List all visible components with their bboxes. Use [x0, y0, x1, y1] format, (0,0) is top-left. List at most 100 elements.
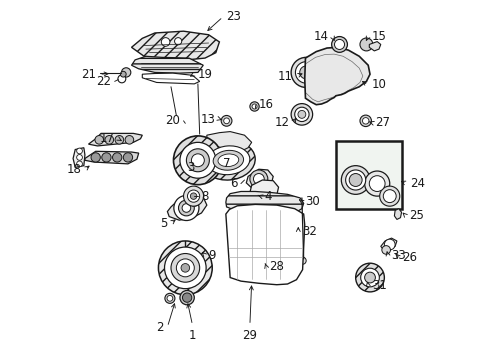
Circle shape: [379, 186, 399, 206]
Text: 31: 31: [371, 279, 386, 292]
Polygon shape: [88, 134, 142, 146]
Polygon shape: [131, 56, 203, 73]
Circle shape: [348, 174, 362, 186]
Circle shape: [331, 37, 346, 52]
Text: 30: 30: [305, 195, 320, 208]
Text: 22: 22: [96, 75, 111, 88]
Polygon shape: [206, 132, 251, 151]
Circle shape: [368, 176, 384, 192]
Text: 1: 1: [188, 329, 196, 342]
Circle shape: [164, 293, 175, 303]
Text: 21: 21: [81, 68, 96, 81]
Circle shape: [77, 154, 82, 160]
Circle shape: [360, 268, 379, 287]
FancyBboxPatch shape: [335, 141, 402, 210]
Circle shape: [120, 71, 126, 77]
Circle shape: [253, 174, 264, 184]
Text: 20: 20: [165, 114, 180, 127]
Circle shape: [178, 200, 194, 216]
Circle shape: [362, 118, 368, 124]
Polygon shape: [368, 41, 380, 51]
Text: 3: 3: [186, 161, 194, 174]
Circle shape: [249, 170, 267, 188]
Circle shape: [334, 40, 344, 49]
Circle shape: [105, 135, 113, 144]
Polygon shape: [246, 169, 273, 189]
Circle shape: [191, 154, 204, 167]
Polygon shape: [142, 73, 199, 84]
Circle shape: [183, 186, 203, 206]
Text: 15: 15: [371, 30, 386, 43]
Text: 4: 4: [264, 190, 271, 203]
Text: 24: 24: [409, 177, 424, 190]
Text: 19: 19: [198, 68, 212, 81]
Text: 33: 33: [391, 249, 406, 262]
Circle shape: [186, 149, 209, 172]
Circle shape: [123, 153, 132, 162]
Circle shape: [383, 190, 395, 203]
Circle shape: [167, 296, 172, 301]
Text: 16: 16: [258, 98, 273, 111]
Polygon shape: [394, 209, 401, 220]
Circle shape: [77, 161, 82, 167]
Circle shape: [102, 153, 111, 162]
Circle shape: [164, 247, 206, 289]
Circle shape: [174, 195, 199, 221]
Text: 18: 18: [66, 163, 81, 176]
Circle shape: [290, 57, 321, 87]
Ellipse shape: [206, 146, 249, 175]
Circle shape: [95, 135, 103, 144]
Circle shape: [359, 115, 371, 127]
Circle shape: [158, 241, 212, 295]
Text: 32: 32: [301, 225, 316, 238]
Circle shape: [364, 272, 375, 283]
Text: 29: 29: [242, 329, 257, 342]
Circle shape: [118, 75, 125, 83]
Circle shape: [345, 170, 365, 190]
Text: 26: 26: [402, 251, 416, 264]
Circle shape: [249, 102, 259, 111]
Circle shape: [359, 38, 372, 51]
Circle shape: [384, 239, 394, 250]
Circle shape: [77, 148, 82, 154]
Circle shape: [297, 111, 305, 118]
Circle shape: [180, 142, 215, 178]
Circle shape: [161, 38, 169, 46]
Circle shape: [223, 118, 229, 124]
Text: 25: 25: [408, 210, 424, 222]
Circle shape: [176, 259, 194, 277]
Circle shape: [125, 135, 133, 144]
Circle shape: [355, 263, 384, 292]
Circle shape: [182, 293, 191, 302]
Text: 9: 9: [208, 249, 216, 262]
Circle shape: [112, 153, 122, 162]
Text: 7: 7: [223, 157, 230, 170]
Polygon shape: [380, 238, 396, 250]
Polygon shape: [225, 204, 304, 285]
Circle shape: [190, 193, 196, 199]
Circle shape: [187, 193, 201, 206]
Text: 14: 14: [313, 30, 328, 43]
Circle shape: [299, 66, 312, 79]
Circle shape: [180, 291, 194, 305]
Circle shape: [295, 62, 316, 83]
Polygon shape: [73, 148, 85, 167]
Circle shape: [364, 171, 389, 196]
Text: 23: 23: [226, 10, 241, 23]
Circle shape: [381, 246, 389, 254]
Circle shape: [341, 166, 369, 194]
Circle shape: [174, 38, 182, 45]
Text: 12: 12: [274, 116, 289, 129]
Polygon shape: [131, 31, 219, 60]
Polygon shape: [225, 192, 303, 214]
Text: 11: 11: [277, 69, 292, 82]
Text: 17: 17: [100, 132, 115, 145]
Text: 10: 10: [371, 78, 386, 91]
Text: 2: 2: [156, 320, 163, 333]
Polygon shape: [85, 151, 139, 164]
Circle shape: [221, 116, 231, 126]
Polygon shape: [167, 195, 206, 220]
Text: 8: 8: [201, 190, 208, 203]
Ellipse shape: [218, 154, 238, 167]
Text: 27: 27: [375, 116, 389, 129]
